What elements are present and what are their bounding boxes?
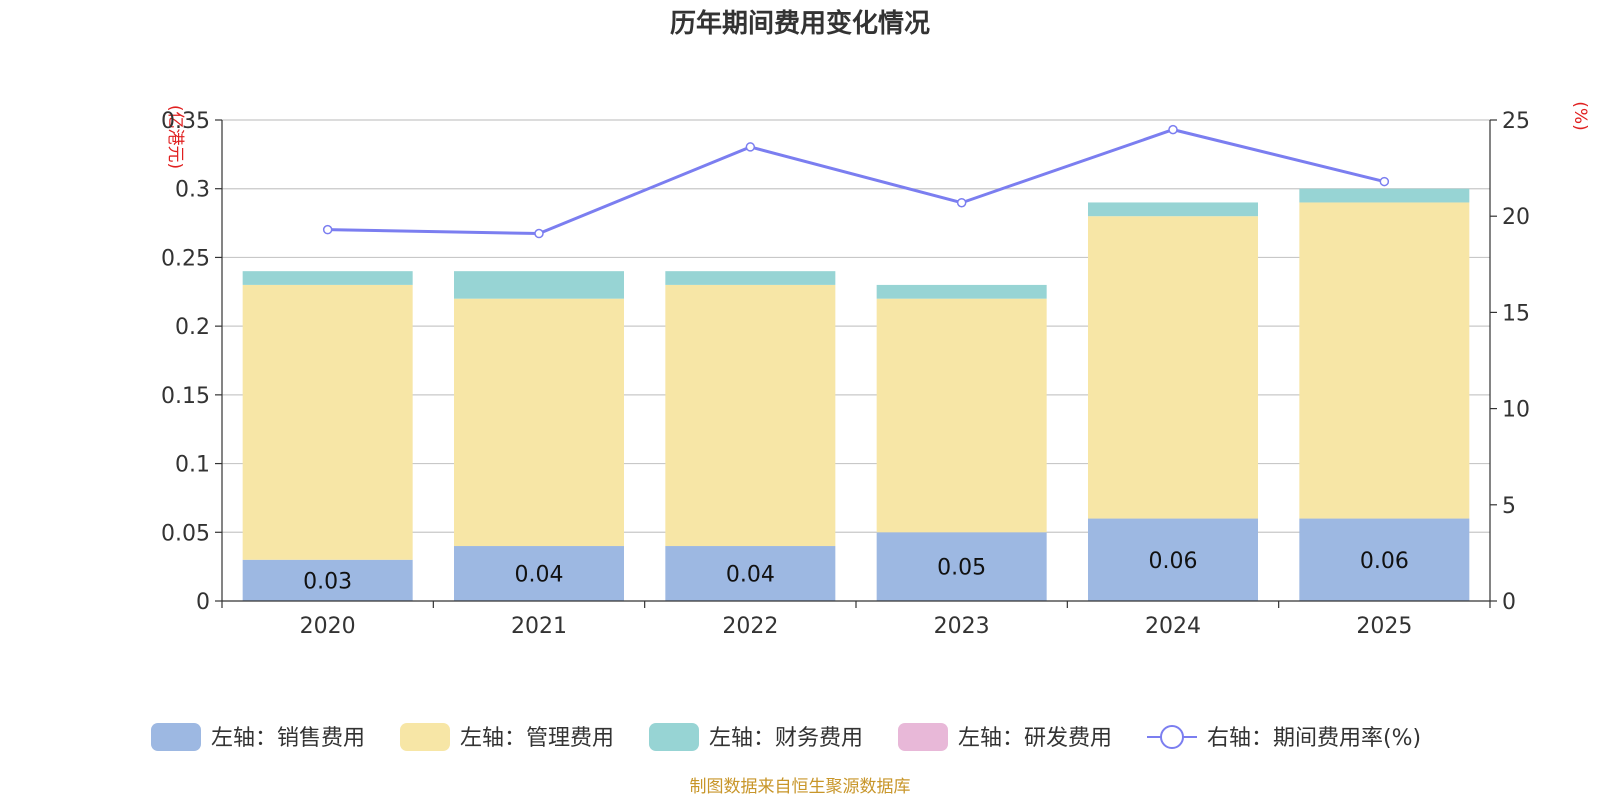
bar-segment — [1299, 188, 1470, 203]
legend-swatch — [400, 723, 450, 751]
legend-swatch — [898, 723, 948, 751]
bar-segment — [665, 271, 836, 285]
rate-point — [745, 142, 756, 152]
right-tick-label: 15 — [1502, 301, 1530, 326]
left-tick-label: 0.3 — [175, 178, 210, 203]
bar-segment — [1088, 518, 1258, 601]
right-tick-label: 5 — [1502, 494, 1516, 519]
x-tick-label: 2023 — [934, 614, 990, 639]
data-labels: 0.03 0.04 0.04 0.05 0.06 0.06 — [303, 549, 1409, 595]
bar-segment — [454, 271, 624, 299]
bar-segment — [1299, 518, 1470, 601]
left-tick-label: 0.35 — [161, 109, 210, 134]
bar-segment — [876, 298, 1047, 533]
x-tick-label: 2024 — [1145, 614, 1201, 639]
right-axis-unit: (%) — [1570, 101, 1590, 130]
right-tick-label: 10 — [1502, 398, 1530, 423]
bar-data-label: 0.06 — [1149, 549, 1198, 574]
left-axis-unit: (亿港元) — [165, 105, 185, 169]
bars — [242, 188, 1470, 601]
legend-label: 左轴：销售费用 — [211, 726, 365, 751]
bar-segment — [665, 284, 836, 547]
rate-point — [322, 224, 333, 235]
bar-segment — [454, 546, 624, 601]
source-note: 制图数据来自恒生聚源数据库 — [690, 777, 911, 797]
right-tick-label: 20 — [1502, 205, 1530, 230]
bar-segment — [1299, 202, 1470, 519]
rate-point — [1379, 176, 1390, 187]
legend-marker — [1160, 725, 1184, 749]
bar-segment — [454, 298, 624, 547]
x-tick-label: 2020 — [300, 614, 356, 639]
rate-point — [1168, 124, 1178, 135]
left-tick-label: 0.15 — [161, 384, 210, 409]
legend-label: 左轴：研发费用 — [958, 726, 1112, 751]
bar-segment — [1088, 202, 1258, 217]
x-tick-label: 2025 — [1356, 614, 1412, 639]
left-tick-label: 0 — [196, 590, 210, 615]
right-tick-label: 0 — [1502, 590, 1516, 615]
legend-swatch — [649, 723, 699, 751]
right-tick-label: 25 — [1502, 109, 1530, 134]
bar-segment — [242, 271, 413, 285]
bar-segment — [242, 284, 413, 560]
bar-data-label: 0.04 — [515, 563, 564, 588]
bar-data-label: 0.03 — [303, 569, 352, 594]
rate-point — [534, 228, 544, 239]
left-tick-label: 0.2 — [175, 315, 210, 340]
x-tick-label: 2021 — [511, 614, 567, 639]
left-tick-label: 0.05 — [161, 521, 210, 546]
bar-segment — [1088, 216, 1258, 519]
legend-label: 左轴：财务费用 — [709, 726, 863, 751]
bar-segment — [876, 284, 1047, 299]
legend-swatch — [151, 723, 201, 751]
legend: 左轴：销售费用 左轴：管理费用 左轴：财务费用 左轴：研发费用 右轴：期间费用率(%) — [151, 723, 1421, 751]
chart-title: 历年期间费用变化情况 — [670, 8, 930, 39]
gridlines — [222, 119, 1490, 533]
bar-data-label: 0.05 — [937, 556, 986, 581]
legend-label: 左轴：管理费用 — [460, 726, 614, 751]
bar-data-label: 0.04 — [726, 563, 775, 588]
rate-line — [322, 124, 1390, 239]
axes: 00.050.10.150.20.250.30.3505101520252020… — [161, 109, 1530, 639]
bar-segment — [665, 546, 836, 601]
bar-segment — [876, 532, 1047, 601]
left-tick-label: 0.25 — [161, 246, 210, 271]
left-tick-label: 0.1 — [175, 453, 210, 478]
x-tick-label: 2022 — [722, 614, 778, 639]
rate-point — [956, 197, 967, 208]
bar-data-label: 0.06 — [1360, 549, 1409, 574]
legend-label: 右轴：期间费用率(%) — [1207, 726, 1421, 751]
bar-segment — [242, 559, 413, 601]
rate-line-path — [327, 128, 1385, 236]
